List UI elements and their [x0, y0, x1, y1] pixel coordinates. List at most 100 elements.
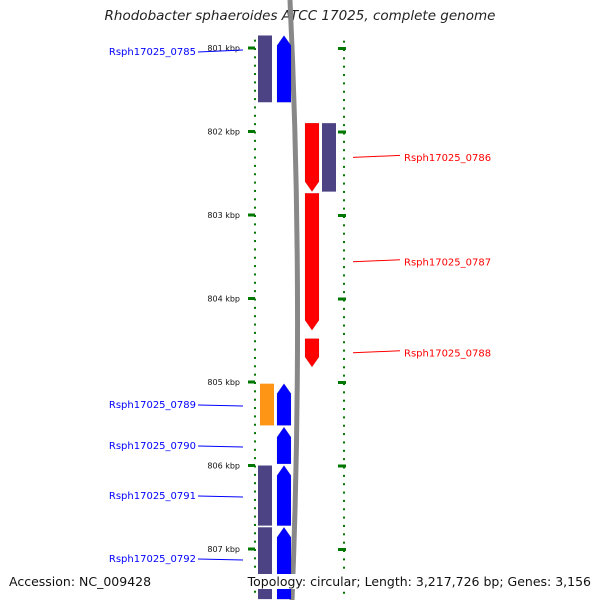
- ruler-minor-tick: [343, 115, 345, 118]
- ruler-minor-tick: [254, 532, 256, 535]
- ruler-tick-label: 802 kbp: [207, 128, 240, 137]
- ruler-minor-tick: [343, 82, 345, 85]
- forward-cds-arrow: [304, 122, 320, 193]
- ruler-minor-tick: [254, 365, 256, 368]
- ruler-minor-tick: [343, 224, 345, 227]
- ruler-minor-tick: [343, 182, 345, 185]
- ruler-minor-tick: [254, 482, 256, 485]
- ruler-minor-tick: [343, 524, 345, 527]
- ruler-minor-tick: [343, 140, 345, 143]
- ruler-minor-tick: [254, 39, 256, 42]
- ruler-minor-tick: [254, 156, 256, 159]
- ruler-minor-tick: [343, 149, 345, 152]
- ruler-minor-tick: [254, 498, 256, 501]
- ruler-minor-tick: [343, 357, 345, 360]
- ruler-minor-tick: [254, 348, 256, 351]
- topology-label: Topology: circular; Length: 3,217,726 bp…: [244, 574, 591, 589]
- reverse-cds-arrow: [276, 426, 292, 465]
- ruler-minor-tick: [254, 231, 256, 234]
- ruler-minor-tick: [343, 266, 345, 269]
- ruler-minor-tick: [343, 257, 345, 260]
- ruler-minor-tick: [254, 281, 256, 284]
- ruler-minor-tick: [254, 81, 256, 84]
- ruler-minor-tick: [254, 323, 256, 326]
- ruler-minor-tick: [343, 107, 345, 110]
- gene-label-line: [197, 495, 244, 498]
- ruler-minor-tick: [343, 483, 345, 486]
- ruler-right: [338, 40, 346, 594]
- ruler-minor-tick: [343, 174, 345, 177]
- gene-label: Rsph17025_0791: [109, 491, 196, 502]
- ruler-minor-tick: [343, 374, 345, 377]
- ruler-minor-tick: [254, 265, 256, 268]
- ruler-minor-tick: [343, 366, 345, 369]
- homolog-block: [258, 465, 272, 526]
- ruler-minor-tick: [343, 491, 345, 494]
- ruler-minor-tick: [254, 540, 256, 543]
- ruler-major-tick: [338, 130, 346, 134]
- ruler-minor-tick: [254, 448, 256, 451]
- ruler-minor-tick: [343, 74, 345, 77]
- gene-label-line: [197, 445, 244, 448]
- gene-label-line: [352, 154, 401, 158]
- gene-labels: Rsph17025_0785 Rsph17025_0786 Rsph17025_07…: [109, 47, 491, 565]
- ruler-tick-label: 801 kbp: [207, 44, 240, 53]
- ruler-minor-tick: [254, 64, 256, 67]
- ruler-minor-tick: [254, 523, 256, 526]
- ruler-minor-tick: [254, 256, 256, 259]
- reverse-cds-arrow: [276, 465, 292, 526]
- ruler-minor-tick: [254, 223, 256, 226]
- gene-label: Rsph17025_0787: [404, 257, 491, 268]
- map-title: Rhodobacter sphaeroides ATCC 17025, comp…: [104, 8, 496, 24]
- ruler-minor-tick: [254, 89, 256, 92]
- ruler-minor-tick: [343, 241, 345, 244]
- ruler-minor-tick: [254, 373, 256, 376]
- ruler-major-tick: [248, 547, 255, 551]
- genome-backbone: [287, 0, 301, 600]
- ruler-minor-tick: [254, 507, 256, 510]
- gene-label-line: [197, 404, 244, 407]
- ruler-minor-tick: [254, 398, 256, 401]
- ruler-minor-tick: [254, 240, 256, 243]
- ruler-major-tick: [248, 380, 255, 384]
- gene-label: Rsph17025_0788: [404, 348, 491, 359]
- ruler-minor-tick: [254, 273, 256, 276]
- ruler-minor-tick: [343, 291, 345, 294]
- ruler-minor-tick: [343, 441, 345, 444]
- ruler-minor-tick: [254, 173, 256, 176]
- ruler-minor-tick: [254, 423, 256, 426]
- ruler-tick-label: 807 kbp: [207, 545, 240, 554]
- ruler-minor-tick: [343, 399, 345, 402]
- ruler-minor-tick: [343, 516, 345, 519]
- ruler-minor-tick: [254, 432, 256, 435]
- ruler-minor-tick: [254, 106, 256, 109]
- ruler-minor-tick: [254, 56, 256, 59]
- ruler-minor-tick: [343, 508, 345, 511]
- ruler-major-tick: [338, 548, 346, 551]
- ruler-minor-tick: [343, 282, 345, 285]
- ruler-major-tick: [248, 213, 255, 217]
- ruler-minor-tick: [254, 123, 256, 126]
- ruler-minor-tick: [343, 558, 345, 561]
- gene-label-line: [197, 49, 244, 53]
- ruler-minor-tick: [254, 340, 256, 343]
- ruler-minor-tick: [254, 73, 256, 76]
- ruler-minor-tick: [343, 207, 345, 210]
- ruler-minor-tick: [343, 190, 345, 193]
- ruler-minor-tick: [343, 424, 345, 427]
- gene-label: Rsph17025_0785: [109, 47, 196, 58]
- ruler-minor-tick: [343, 458, 345, 461]
- ruler-minor-tick: [343, 165, 345, 168]
- ruler-minor-tick: [343, 391, 345, 394]
- ruler-minor-tick: [343, 433, 345, 436]
- ruler-minor-tick: [254, 290, 256, 293]
- ruler-minor-tick: [254, 189, 256, 192]
- ruler-minor-tick: [343, 99, 345, 102]
- ruler-minor-tick: [254, 590, 256, 593]
- feature-track: [258, 35, 336, 600]
- ruler-minor-tick: [254, 565, 256, 568]
- ruler-minor-tick: [343, 533, 345, 536]
- ruler-minor-tick: [343, 566, 345, 569]
- ruler-minor-tick: [343, 157, 345, 160]
